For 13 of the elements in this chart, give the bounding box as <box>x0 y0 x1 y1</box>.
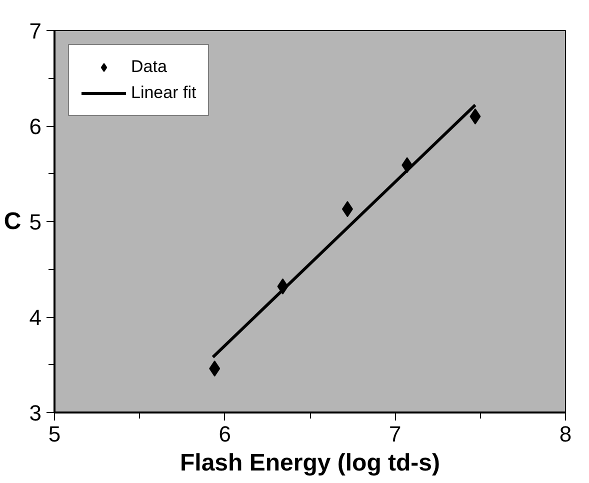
y-axis-title: C <box>4 208 22 235</box>
y-tick-label: 7 <box>29 18 42 44</box>
legend-label: Data <box>131 57 167 77</box>
y-tick-label: 5 <box>29 210 42 234</box>
legend-label: Linear fit <box>131 83 196 103</box>
x-tick-label: 7 <box>389 422 402 446</box>
x-tick-label: 8 <box>559 422 572 446</box>
y-tick-label: 3 <box>29 400 42 426</box>
y-tick-label: 4 <box>29 305 42 330</box>
x-axis-title: Flash Energy (log td-s) <box>180 450 440 476</box>
x-tick-label: 6 <box>218 422 231 446</box>
x-tick-label: 5 <box>48 422 61 446</box>
y-tick-label: 6 <box>29 114 42 139</box>
